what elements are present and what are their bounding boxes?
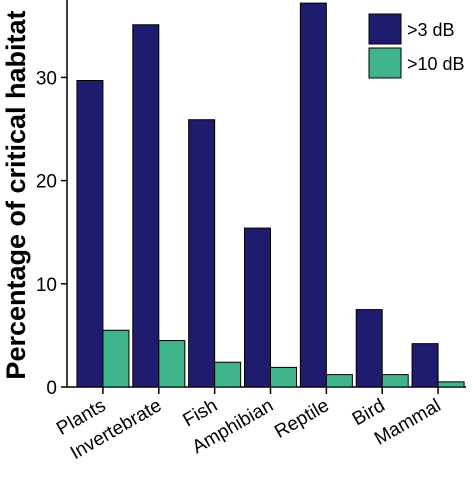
legend-label-gt10db: >10 dB xyxy=(407,54,465,74)
y-tick-label: 30 xyxy=(36,68,57,89)
bar-reptile-gt10db xyxy=(325,374,353,388)
y-tick-label: 10 xyxy=(36,275,57,296)
y-axis-label: Percentage of critical habitat xyxy=(1,10,31,379)
y-axis-label-group: Percentage of critical habitat xyxy=(1,10,31,379)
bar-mammal-gt3db xyxy=(411,343,439,388)
bar-reptile-gt3db xyxy=(299,2,327,388)
bar-fish-gt3db xyxy=(188,119,216,388)
bar-bird-gt10db xyxy=(381,374,409,388)
legend-swatch-gt3db xyxy=(368,13,402,45)
bar-amphibian-gt3db xyxy=(244,227,271,388)
legend-label-gt3db: >3 dB xyxy=(407,20,455,40)
y-tick-label: 0 xyxy=(46,378,57,399)
bar-invertebrate-gt3db xyxy=(132,24,160,388)
bar-plants-gt3db xyxy=(76,79,104,388)
bar-fish-gt10db xyxy=(214,361,242,388)
legend: >3 dB >10 dB xyxy=(368,13,465,79)
bar-amphibian-gt10db xyxy=(270,366,297,388)
legend-swatch-gt10db xyxy=(368,47,402,79)
bar-invertebrate-gt10db xyxy=(158,340,186,388)
bar-mammal-gt10db xyxy=(437,381,465,388)
bar-plants-gt10db xyxy=(102,329,130,388)
y-tick-label: 20 xyxy=(36,172,57,193)
y-axis-ticks: 0 10 20 30 xyxy=(36,68,67,399)
x-tick-label-reptile: Reptile xyxy=(271,395,333,443)
bar-bird-gt3db xyxy=(355,309,383,388)
bars xyxy=(76,2,465,388)
